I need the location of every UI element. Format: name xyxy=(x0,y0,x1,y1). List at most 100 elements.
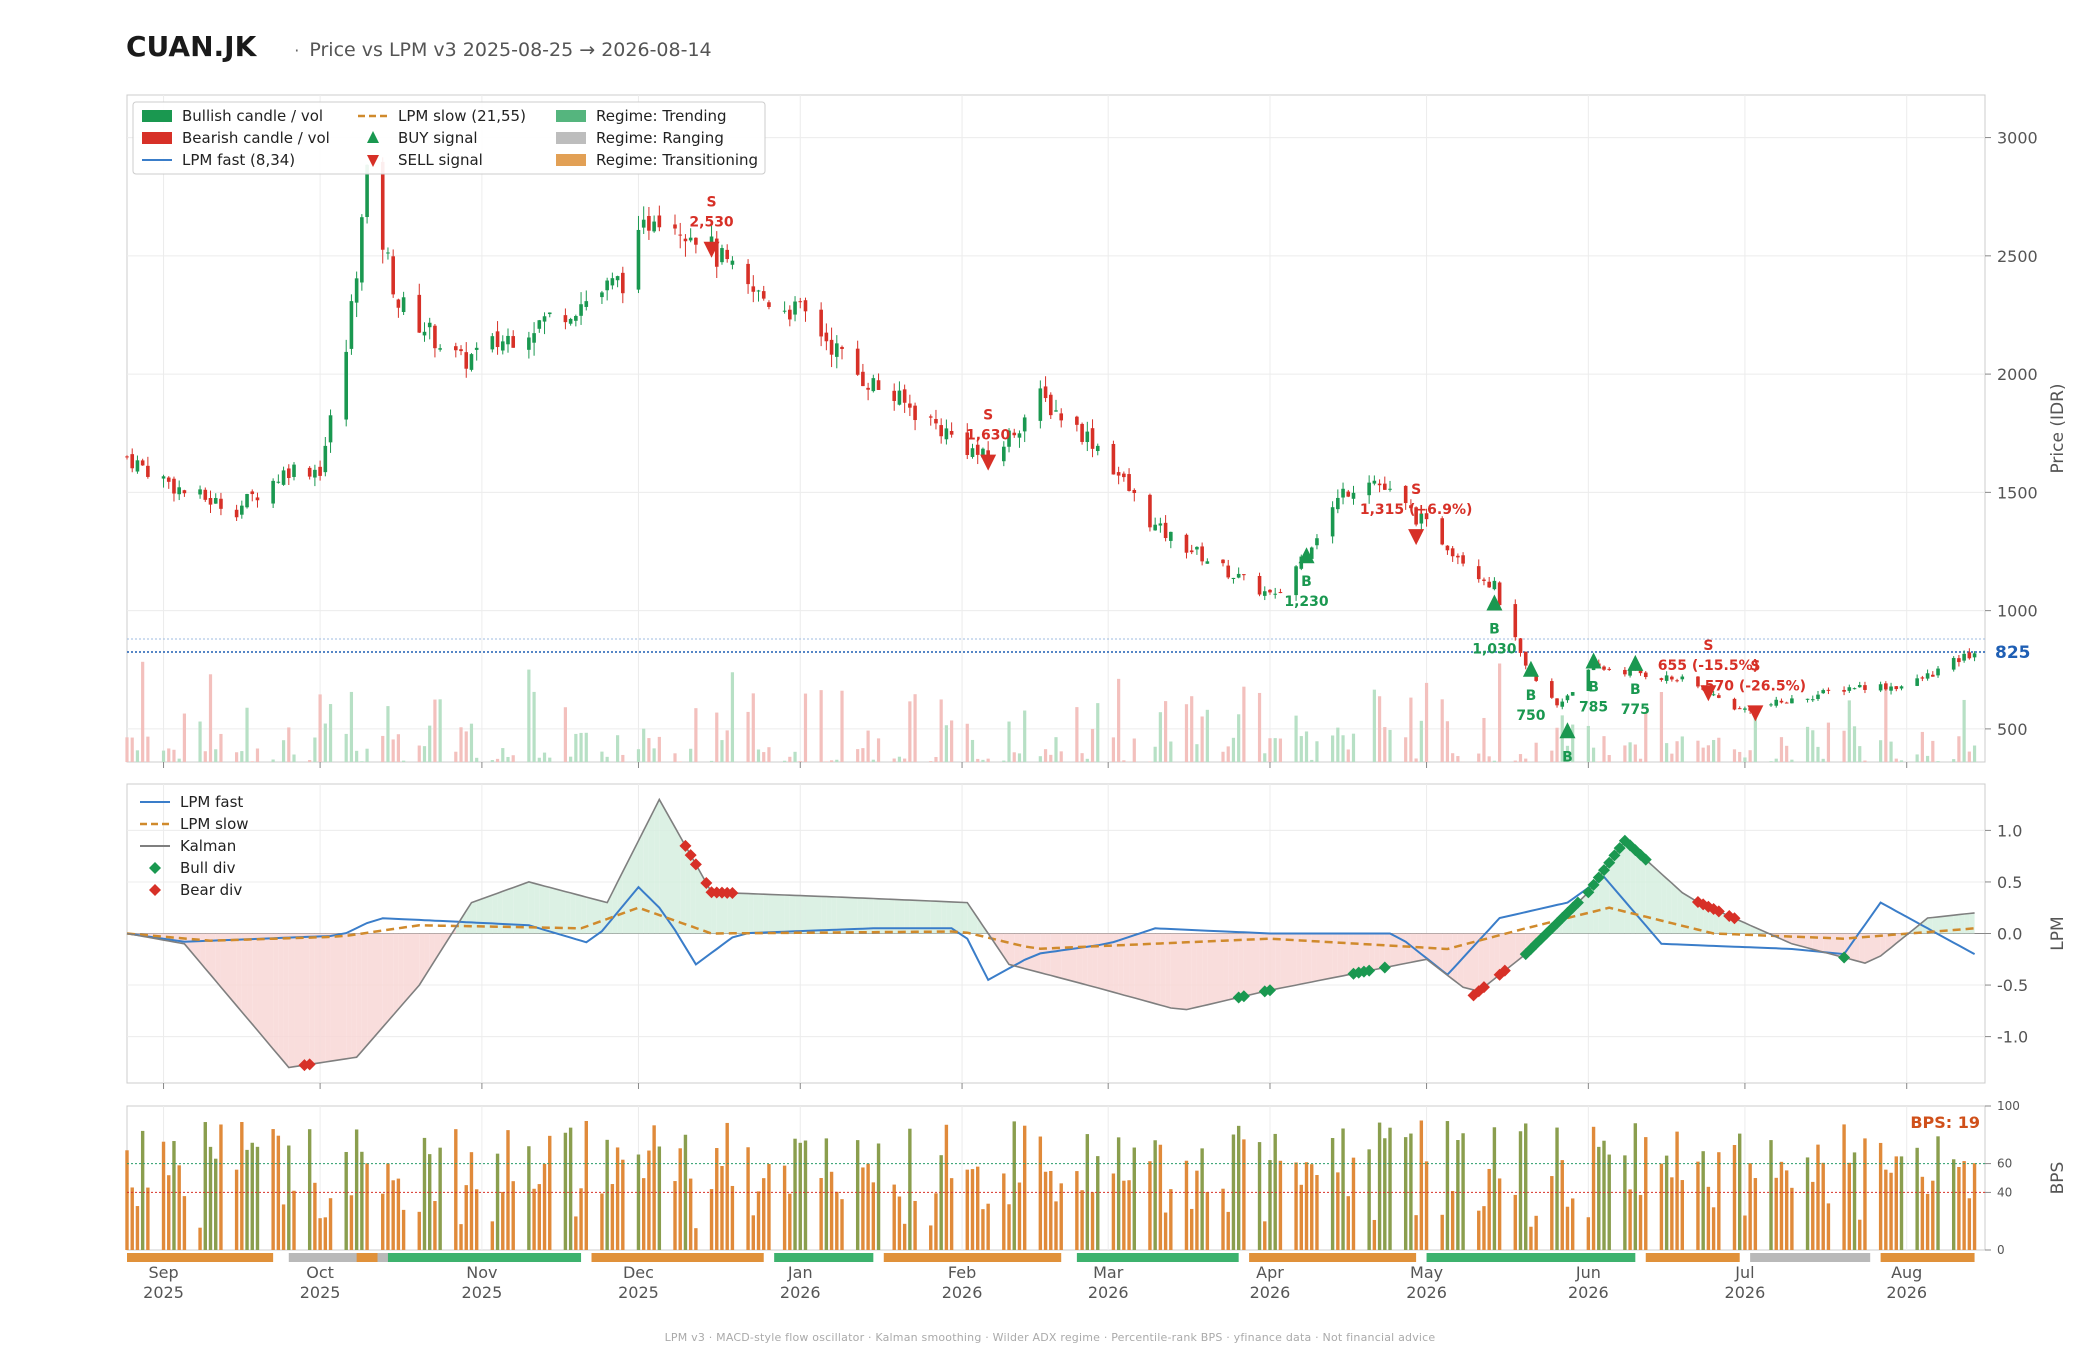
kalman-fill-positive xyxy=(935,901,942,934)
bps-axis-label: BPS xyxy=(2048,1162,2068,1195)
volume-bar xyxy=(636,749,641,762)
volume-bar xyxy=(433,699,437,762)
volume-bar xyxy=(642,728,646,762)
lpm-legend-label: Bear div xyxy=(180,881,242,899)
lpm-legend-label: Bull div xyxy=(180,859,236,877)
candle-body xyxy=(1534,674,1538,681)
volume-bar xyxy=(1404,737,1408,762)
lpm-tick-label: 1.0 xyxy=(1997,821,2022,840)
volume-bar xyxy=(1670,753,1674,762)
price-tick-label: 2000 xyxy=(1997,365,2038,384)
volume-bar xyxy=(1769,761,1773,762)
bps-bar xyxy=(1738,1133,1742,1250)
bull-div-marker xyxy=(1592,871,1605,884)
volume-bar xyxy=(1550,750,1554,762)
bps-bar xyxy=(1753,1178,1758,1250)
candle-body xyxy=(1336,497,1340,510)
kalman-fill-negative xyxy=(351,933,357,1059)
volume-bar xyxy=(360,761,364,762)
bps-bar xyxy=(1936,1136,1940,1250)
buy-signal-price: 1,230 xyxy=(1284,594,1329,610)
volume-bar xyxy=(349,691,354,762)
candle-body xyxy=(140,460,145,466)
bps-bar xyxy=(1638,1194,1643,1250)
bps-bar xyxy=(1597,1146,1601,1250)
kalman-fill-negative xyxy=(1202,933,1208,1006)
volume-bar xyxy=(1451,753,1455,762)
candle-body xyxy=(1189,550,1194,553)
bps-bar xyxy=(1602,1140,1606,1250)
candle-body xyxy=(965,432,970,456)
kalman-fill-positive xyxy=(909,900,916,934)
bps-bar xyxy=(245,1149,249,1250)
kalman-fill-negative xyxy=(294,933,310,1067)
bull-div-marker xyxy=(1263,984,1276,997)
bps-bar xyxy=(1022,1125,1027,1250)
bps-bar xyxy=(1330,1138,1335,1250)
bps-bar xyxy=(694,1228,698,1250)
candle-body xyxy=(1931,674,1935,677)
kalman-fill-negative xyxy=(1264,933,1270,992)
volume-bar xyxy=(214,749,218,762)
kalman-fill-positive xyxy=(570,892,576,934)
volume-bar xyxy=(527,669,531,762)
price-tick-label: 3000 xyxy=(1997,129,2038,148)
kalman-fill-positive xyxy=(857,897,863,934)
candle-body xyxy=(829,339,834,355)
candle-body xyxy=(391,256,395,295)
bps-bar xyxy=(1200,1148,1204,1250)
bps-bar xyxy=(527,1146,531,1250)
candle-body xyxy=(793,301,797,315)
regime-segment-transitioning xyxy=(1645,1253,1740,1262)
volume-bar xyxy=(1842,730,1846,762)
volume-bar xyxy=(756,749,761,762)
candle-body xyxy=(1936,668,1940,676)
bps-bar xyxy=(1701,1151,1705,1250)
price-legend-label: BUY signal xyxy=(398,129,478,147)
regime-segment-ranging xyxy=(1750,1253,1871,1262)
candle-body xyxy=(203,489,208,500)
candle-body xyxy=(1075,416,1079,425)
volume-bar xyxy=(1331,735,1335,762)
volume-bar xyxy=(871,759,875,762)
volume-bar xyxy=(876,738,881,762)
kalman-fill-negative xyxy=(1009,933,1015,966)
kalman-fill-negative xyxy=(1337,933,1344,977)
volume-bar xyxy=(141,661,145,762)
kalman-fill-negative xyxy=(1196,933,1203,1008)
candle-body xyxy=(276,481,281,483)
kalman-fill-positive xyxy=(862,898,869,934)
candle-body xyxy=(1127,474,1131,491)
candle-body xyxy=(892,390,897,401)
candle-body xyxy=(678,234,683,236)
price-legend-box xyxy=(132,101,766,175)
volume-bar xyxy=(292,754,296,762)
candle-body xyxy=(380,161,385,250)
bear-div-marker xyxy=(689,858,702,871)
volume-bar xyxy=(903,758,907,762)
bps-bar xyxy=(1951,1159,1956,1250)
volume-bar xyxy=(1336,727,1340,762)
volume-bar xyxy=(965,723,969,762)
kalman-fill-negative xyxy=(1301,933,1307,985)
volume-bar xyxy=(1534,742,1538,762)
candle-body xyxy=(1816,694,1820,699)
kalman-fill-negative xyxy=(1113,933,1119,994)
bull-div-marker xyxy=(1587,878,1600,891)
kalman-fill-negative xyxy=(398,933,404,1010)
bps-bar xyxy=(1195,1170,1199,1250)
kalman-fill-negative xyxy=(1280,933,1297,989)
volume-bar xyxy=(177,758,181,762)
sell-signal-letter: S xyxy=(1703,638,1713,654)
bps-bar xyxy=(135,1206,140,1250)
candle-body xyxy=(1002,446,1006,462)
bps-bar xyxy=(1560,1160,1564,1250)
volume-bar xyxy=(1790,759,1794,762)
bps-bar xyxy=(976,1166,980,1250)
candle-body xyxy=(1403,485,1408,504)
kalman-fill-positive xyxy=(795,895,801,934)
volume-bar xyxy=(1936,761,1940,762)
volume-bar xyxy=(1226,746,1230,762)
candle-body xyxy=(949,431,954,435)
bps-bar xyxy=(563,1132,568,1250)
